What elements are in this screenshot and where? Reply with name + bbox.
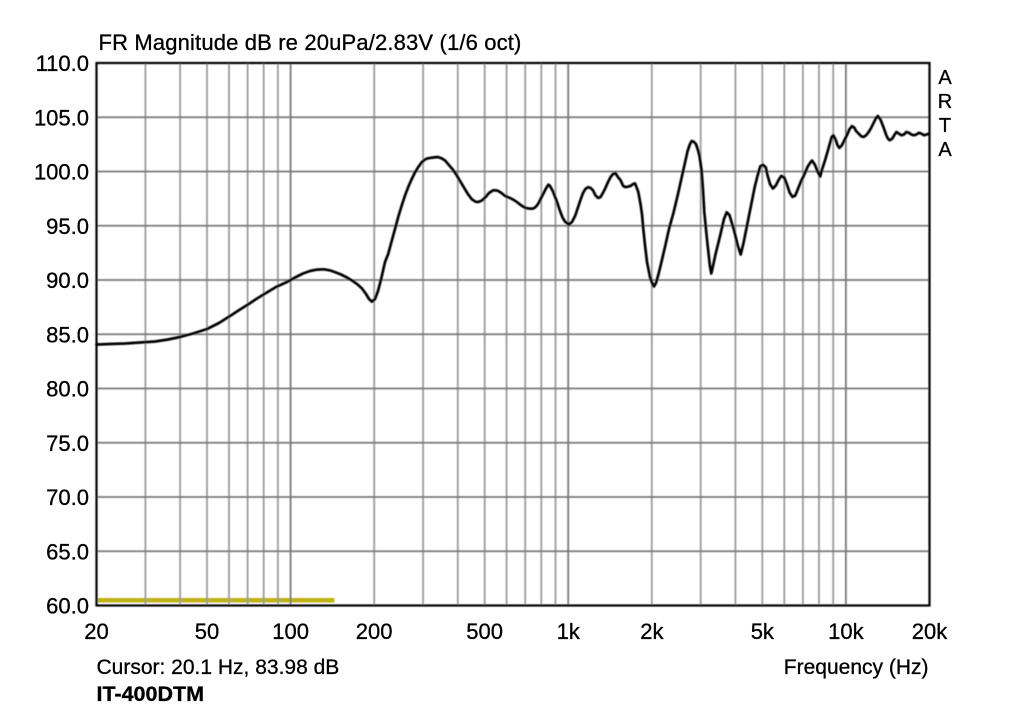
svg-text:90.0: 90.0	[46, 268, 89, 293]
svg-text:A: A	[938, 67, 952, 89]
svg-text:10k: 10k	[828, 619, 864, 644]
svg-text:50: 50	[195, 619, 219, 644]
svg-text:2k: 2k	[640, 619, 664, 644]
svg-text:FR Magnitude dB re 20uPa/2.83V: FR Magnitude dB re 20uPa/2.83V (1/6 oct)	[99, 30, 522, 55]
svg-text:75.0: 75.0	[46, 431, 89, 456]
svg-text:5k: 5k	[751, 619, 775, 644]
svg-text:20: 20	[84, 619, 108, 644]
svg-text:Frequency (Hz): Frequency (Hz)	[784, 656, 929, 679]
svg-text:T: T	[939, 115, 951, 137]
svg-text:20k: 20k	[912, 619, 948, 644]
svg-text:95.0: 95.0	[46, 214, 89, 239]
svg-text:1k: 1k	[557, 619, 581, 644]
svg-text:200: 200	[356, 619, 393, 644]
svg-text:85.0: 85.0	[46, 322, 89, 347]
svg-text:65.0: 65.0	[46, 539, 89, 564]
svg-text:70.0: 70.0	[46, 485, 89, 510]
svg-text:IT-400DTM: IT-400DTM	[97, 682, 205, 706]
svg-text:110.0: 110.0	[36, 51, 89, 76]
svg-text:Cursor: 20.1 Hz, 83.98 dB: Cursor: 20.1 Hz, 83.98 dB	[97, 656, 340, 679]
svg-text:100: 100	[272, 619, 309, 644]
svg-text:A: A	[938, 139, 952, 161]
svg-text:100.0: 100.0	[34, 160, 89, 185]
svg-text:500: 500	[466, 619, 503, 644]
svg-text:60.0: 60.0	[46, 594, 89, 619]
svg-text:105.0: 105.0	[34, 105, 89, 130]
svg-text:80.0: 80.0	[46, 377, 89, 402]
svg-text:R: R	[938, 91, 952, 113]
